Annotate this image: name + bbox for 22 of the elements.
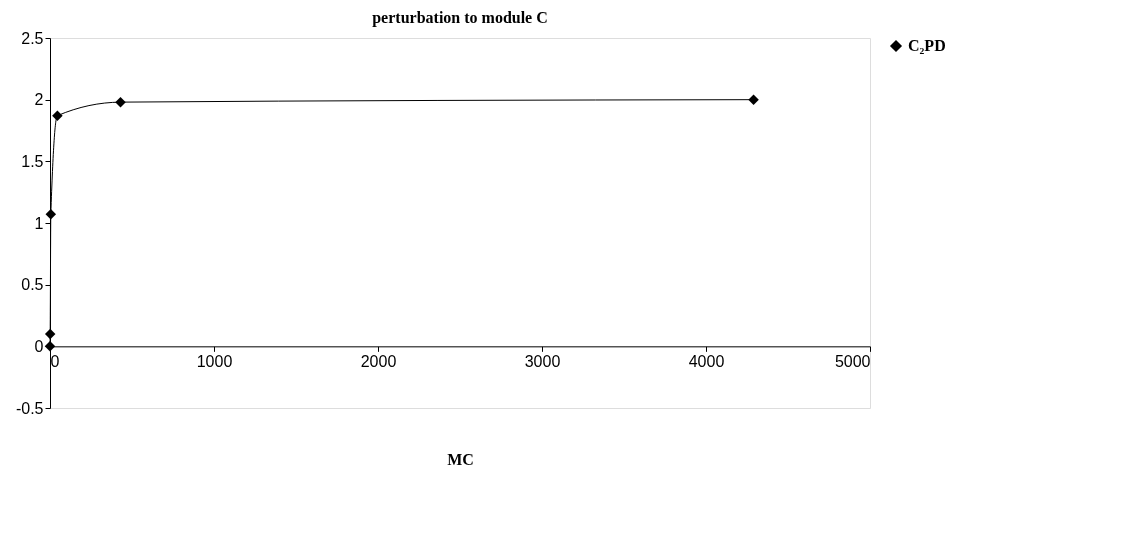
chart-title: perturbation to module C [372, 9, 548, 27]
point [52, 110, 63, 121]
y-tick-label: 0.5 [21, 276, 44, 294]
y-tick-label: 2.5 [21, 29, 44, 47]
point [748, 94, 759, 105]
x-tick-label: 0 [50, 352, 60, 370]
y-tick-label: 0 [34, 337, 44, 355]
point [115, 96, 126, 108]
point [45, 209, 57, 220]
y-tick-label: 2 [34, 91, 44, 109]
x-tick-label: 1000 [196, 352, 233, 370]
y-tick-label: 1.5 [21, 152, 44, 170]
x-tick-label: 4000 [688, 352, 725, 370]
x-axis-title: MC [447, 450, 474, 468]
y-tick-label: 1 [34, 214, 44, 232]
legend-label: C₂PD [908, 37, 946, 54]
x-tick-label: 5000 [834, 352, 871, 370]
y-tick-label: -0.5 [15, 399, 44, 417]
x-tick-label: 2000 [360, 352, 397, 370]
point [44, 341, 56, 352]
point [44, 328, 56, 340]
x-tick-label: 3000 [524, 352, 561, 370]
